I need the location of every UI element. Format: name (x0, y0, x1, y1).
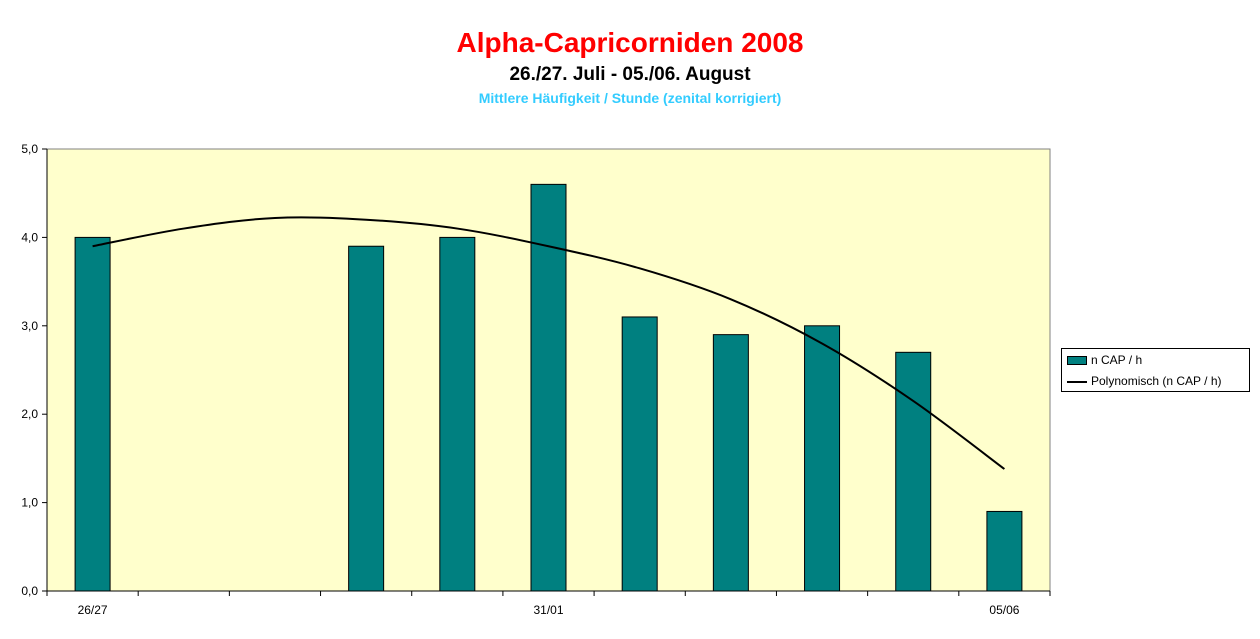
bar (74, 236, 111, 592)
legend-swatch-bars (1067, 356, 1087, 366)
y-tick-label: 2,0 (21, 407, 38, 421)
y-tick-label: 5,0 (21, 142, 38, 156)
y-tick-label: 3,0 (21, 319, 38, 333)
chart-subtitle: 26./27. Juli - 05./06. August (509, 64, 751, 85)
x-tick-label: 05/06 (989, 603, 1019, 617)
bar (530, 183, 567, 592)
legend: n CAP / h Polynomisch (n CAP / h) (1061, 348, 1250, 392)
trendline (92, 216, 1006, 470)
bar (712, 334, 749, 592)
chart-note: Mittlere Häufigkeit / Stunde (zenital ko… (478, 90, 782, 106)
legend-label-bars: n CAP / h (1091, 353, 1143, 367)
legend-item-trendline: Polynomisch (n CAP / h) (1067, 373, 1222, 389)
bar (804, 325, 841, 592)
chart-title: Alpha-Capricorniden 2008 (456, 27, 804, 58)
bar (348, 245, 385, 592)
legend-item-bars: n CAP / h (1067, 352, 1142, 368)
legend-swatch-trendline (1067, 380, 1087, 383)
y-tick-label: 4,0 (21, 230, 38, 244)
bar (986, 510, 1023, 592)
legend-label-trendline: Polynomisch (n CAP / h) (1091, 374, 1222, 388)
x-tick-label: 26/27 (78, 603, 108, 617)
bar (895, 351, 932, 592)
y-tick-label: 1,0 (21, 496, 38, 510)
bar (439, 236, 476, 592)
y-tick-label: 0,0 (21, 584, 38, 598)
x-tick-label: 31/01 (533, 603, 563, 617)
bar (621, 316, 658, 592)
